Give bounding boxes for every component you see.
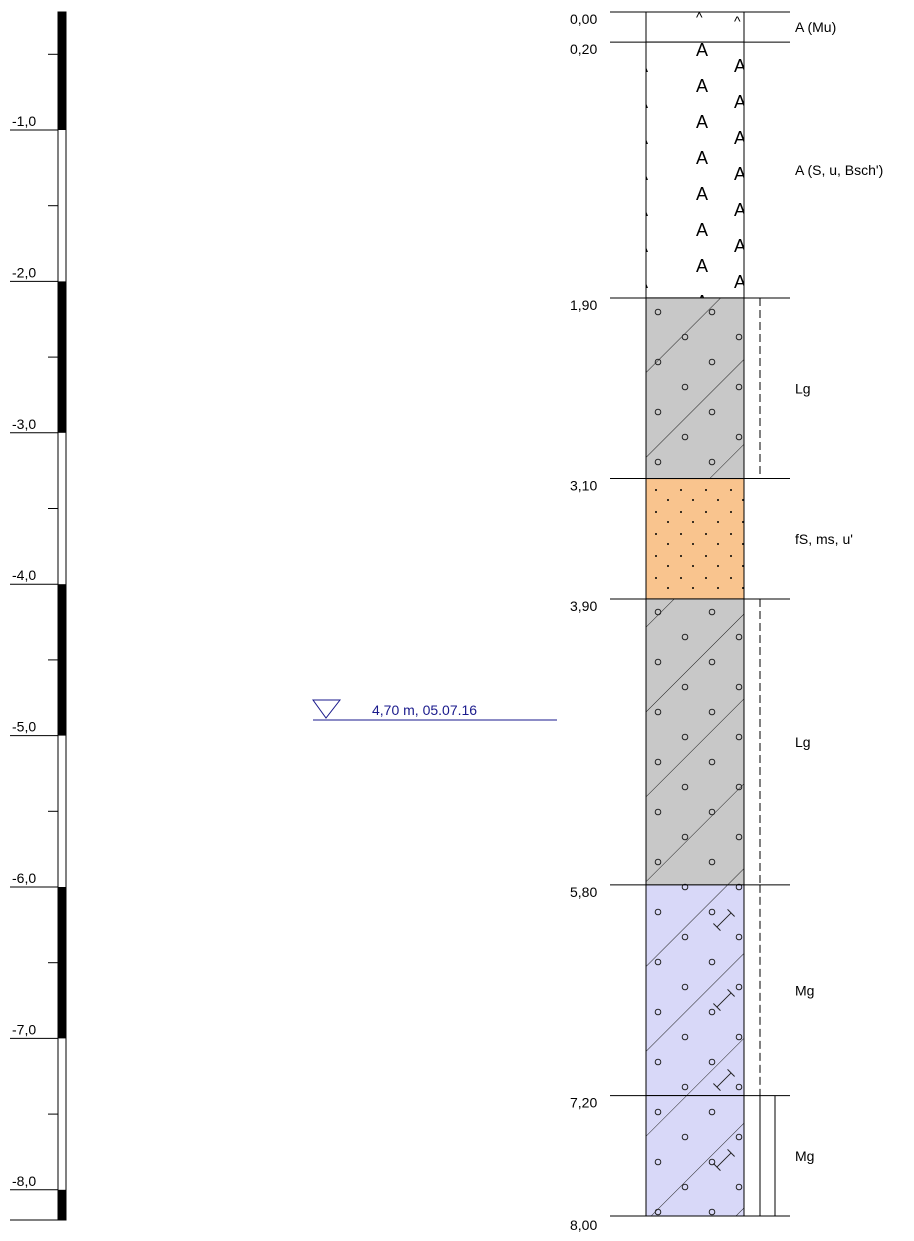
layer-description: fS, ms, u': [795, 531, 853, 547]
ruler-segment: [58, 281, 66, 432]
layer-pattern: [646, 1096, 744, 1216]
layer-pattern: [646, 479, 744, 599]
ruler-label: -7,0: [12, 1021, 36, 1037]
ruler-segment: [58, 12, 66, 130]
layer-description: Lg: [795, 380, 811, 396]
depth-label: 3,10: [570, 478, 597, 494]
borehole-log: A A ^ ^ -1,0-2,0-3,0-4,0-5,0-6,0-7,0-8,0…: [0, 0, 914, 1241]
depth-label: 3,90: [570, 598, 597, 614]
layer-description: Lg: [795, 734, 811, 750]
layer-description: Mg: [795, 982, 814, 998]
depth-label: 7,20: [570, 1095, 597, 1111]
ruler-segment: [58, 1190, 66, 1220]
soil-column: 0,00 A (Mu) 0,20 A (S, u, Bsch') 1,90 Lg 3,10 f…: [570, 11, 883, 1233]
layer-pattern: [646, 599, 744, 885]
layer-description: A (S, u, Bsch'): [795, 162, 883, 178]
ruler-label: -4,0: [12, 567, 36, 583]
ruler-label: -2,0: [12, 264, 36, 280]
depth-label: 0,00: [570, 11, 597, 27]
water-level: 4,70 m, 05.07.16: [313, 700, 557, 720]
ruler-label: -1,0: [12, 113, 36, 129]
ruler-label: -6,0: [12, 870, 36, 886]
ruler-label: -8,0: [12, 1173, 36, 1189]
layer-pattern: [646, 12, 744, 42]
depth-label: 1,90: [570, 297, 597, 313]
ruler-label: -5,0: [12, 719, 36, 735]
depth-label: 8,00: [570, 1217, 597, 1233]
layer-description: Mg: [795, 1148, 814, 1164]
page: A A ^ ^ -1,0-2,0-3,0-4,0-5,0-6,0-7,0-8,0…: [0, 0, 914, 1241]
depth-label: 5,80: [570, 884, 597, 900]
layer-description: A (Mu): [795, 19, 836, 35]
layer-pattern: [646, 42, 744, 298]
ruler-label: -3,0: [12, 416, 36, 432]
water-level-label: 4,70 m, 05.07.16: [372, 702, 477, 718]
layer-pattern: [646, 298, 744, 479]
ruler-segment: [58, 887, 66, 1038]
layer-pattern: [646, 885, 744, 1096]
depth-ruler: -1,0 -2,0 -3,0 -4,0 -5,0 -6,0 -7,0 -8,0: [10, 12, 66, 1241]
water-symbol: [313, 700, 340, 718]
ruler-segment: [58, 584, 66, 735]
depth-label: 0,20: [570, 41, 597, 57]
